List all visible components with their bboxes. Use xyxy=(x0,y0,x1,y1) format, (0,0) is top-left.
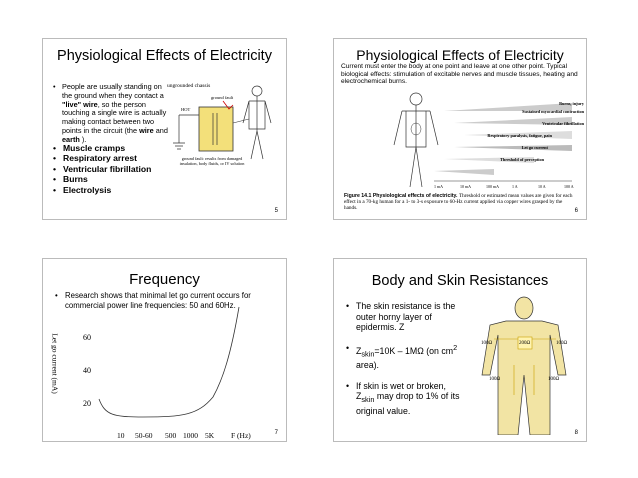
figure-label: ground fault xyxy=(211,95,234,100)
effect: Respiratory arrest xyxy=(63,153,138,164)
x-tick-label: 5K xyxy=(205,431,215,440)
page-number: 5 xyxy=(274,208,278,214)
figure-label: ungrounded chassis xyxy=(167,83,210,89)
slide: Physiological Effects of Electricity • P… xyxy=(42,38,287,220)
x-tick-label: 1000 xyxy=(183,431,198,440)
scale-label: 10 mA xyxy=(460,184,471,189)
bullet-list: • The skin resistance is the outer horny … xyxy=(346,301,460,416)
curve xyxy=(98,306,240,418)
effect-item: • Electrolysis xyxy=(53,185,173,195)
x-tick-label: F (Hz) xyxy=(231,431,251,440)
bullet-mark: • xyxy=(53,184,57,195)
effect-item: • Burns xyxy=(53,174,173,184)
text: If skin is wet or broken, Z xyxy=(356,380,446,402)
figure-note: ground fault: results from damaged insul… xyxy=(179,156,245,166)
effect-item: • Muscle cramps xyxy=(53,143,173,153)
text: , so the person touching a single wire i… xyxy=(62,99,167,135)
bullet-mark: • xyxy=(53,174,57,185)
resistance-label: 100Ω xyxy=(481,341,493,346)
x-tick-label: 50-60 xyxy=(135,431,153,440)
y-tick-label: 20 xyxy=(83,399,91,408)
text: People are usually standing on the groun… xyxy=(62,82,164,100)
figure-label: HOT xyxy=(181,107,190,112)
page-number: 6 xyxy=(574,208,578,214)
effect-list: • Muscle cramps • Respiratory arrest • Ventri… xyxy=(53,143,173,195)
resistance-label: 200Ω xyxy=(519,341,531,346)
scale-labels: 1 mA 10 mA 100 mA 1 A 10 A 100 A xyxy=(434,184,574,190)
resistance-label: 100Ω xyxy=(489,377,501,382)
bullet-mark: • xyxy=(53,143,57,153)
scale-label: 10 A xyxy=(538,184,546,189)
effect-label: Ventricular fibrillation xyxy=(542,121,584,126)
scale-label: 1 mA xyxy=(434,184,443,189)
effect-label: Threshold of perception xyxy=(499,157,544,162)
slide-title: Body and Skin Resistances xyxy=(371,273,549,289)
text: skin xyxy=(361,394,375,404)
figure-caption: Figure 14.1 Physiological effects of ele… xyxy=(344,193,576,212)
effect-label: Sustained myocardial contraction xyxy=(522,109,584,114)
slide: Physiological Effects of Electricity Cur… xyxy=(333,38,587,220)
figure: ungrounded chassis ground fault HOT xyxy=(167,83,272,160)
effect: Ventricular fibrillation xyxy=(63,163,152,174)
page-number: 7 xyxy=(274,430,278,436)
scale-label: 100 mA xyxy=(486,184,499,189)
resistance-label: 100Ω xyxy=(548,377,560,382)
scale-label: 100 A xyxy=(564,184,574,189)
bullet: • Research shows that minimal let go curr… xyxy=(55,291,280,310)
effect-label: Let go current xyxy=(521,145,548,150)
effect-label: Respiratory paralysis, fatigue, pain xyxy=(487,133,552,138)
slide: Body and Skin Resistances • The skin resi… xyxy=(333,258,587,442)
text: Research shows that minimal let go curre… xyxy=(65,291,251,310)
text: may drop to 1% of its original value. xyxy=(356,391,460,416)
text: wire xyxy=(139,125,154,135)
effect-item: • Ventricular fibrillation xyxy=(53,164,173,174)
text: =10K – 1MΩ (on cm xyxy=(374,345,454,356)
bullet: • People are usually standing on the gro… xyxy=(53,82,168,144)
effect-label: Burns, injury xyxy=(559,101,584,106)
x-tick-label: 10 xyxy=(117,431,125,440)
y-tick-label: 60 xyxy=(83,333,91,342)
text: area). xyxy=(356,360,379,371)
resistance-label: 100Ω xyxy=(556,341,568,346)
effect: Electrolysis xyxy=(63,184,112,195)
bullet-mark: • xyxy=(53,153,57,164)
text: skin xyxy=(361,349,375,359)
x-tick-label: 500 xyxy=(165,431,177,440)
chart-figure xyxy=(98,306,240,418)
text: and xyxy=(153,125,168,135)
figure xyxy=(393,92,572,188)
text: ). xyxy=(79,134,87,144)
caption: Threshold or estimated mean values are g… xyxy=(344,193,573,212)
slide: Frequency • Research shows that minimal l… xyxy=(42,258,287,442)
page-number: 8 xyxy=(574,430,578,436)
body-figure xyxy=(481,296,567,435)
y-tick-label: 40 xyxy=(83,366,91,375)
text: "live" wire xyxy=(62,99,98,109)
slide-title: Physiological Effects of Electricity xyxy=(57,48,272,64)
scale-label: 1 A xyxy=(512,184,518,189)
text: Current must enter the body at one point… xyxy=(341,63,578,86)
text: 2 xyxy=(453,342,458,352)
effect-item: • Respiratory arrest xyxy=(53,153,173,163)
caption-head: Figure 14.1 Physiological effects of ele… xyxy=(344,193,458,199)
effect: Muscle cramps xyxy=(63,143,126,153)
text: The skin resistance is the outer horny l… xyxy=(356,301,456,333)
effect: Burns xyxy=(63,174,88,185)
text: earth xyxy=(62,134,80,144)
slide-title: Frequency xyxy=(129,271,200,288)
text: Z xyxy=(356,345,362,356)
bullet-mark: • xyxy=(53,163,57,174)
slide-title: Physiological Effects of Electricity xyxy=(356,47,564,63)
